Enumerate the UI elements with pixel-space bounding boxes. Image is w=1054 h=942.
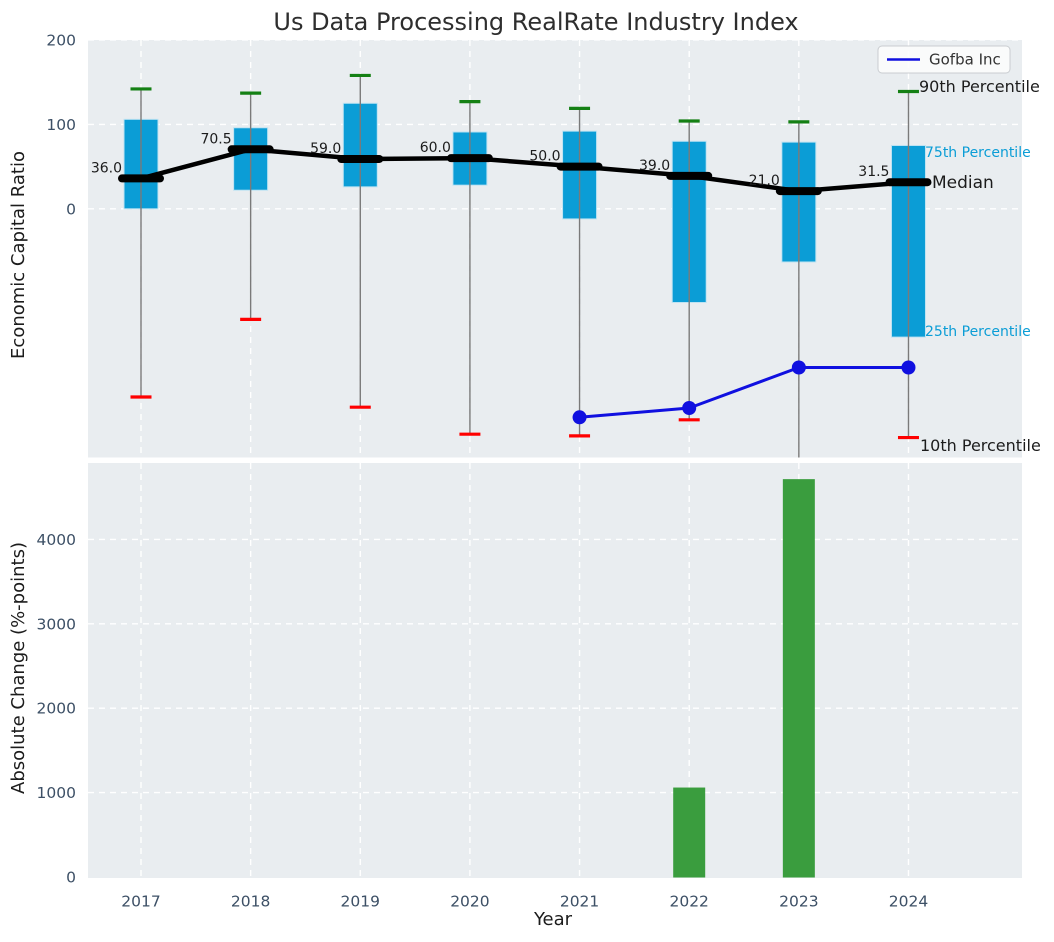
legend-label: Gofba Inc: [929, 51, 1001, 69]
bottom-plot-background: [88, 463, 1022, 878]
top-ytick-0: 0: [66, 200, 76, 218]
top-plot-background: [88, 40, 1022, 458]
bottom-ytick-2000: 2000: [37, 700, 76, 718]
median-value-label-2019: 59.0: [310, 141, 341, 157]
xtick-2023: 2023: [779, 893, 818, 911]
median-value-label-2024: 31.5: [858, 164, 889, 180]
legend-box: [877, 45, 1011, 74]
median-value-label-2023: 21.0: [749, 173, 780, 189]
gofba-point-2022: [682, 401, 697, 416]
xtick-2017: 2017: [121, 893, 160, 911]
top-ytick-200: 200: [46, 31, 76, 49]
median-marker-2020: [446, 154, 493, 163]
xtick-2020: 2020: [450, 893, 489, 911]
legend: Gofba Inc: [877, 45, 1011, 74]
xtick-2019: 2019: [341, 893, 380, 911]
annotation-75th-percentile: 75th Percentile: [925, 145, 1031, 161]
bottom-y-axis-label: Absolute Change (%-points): [8, 542, 29, 794]
plot-data-marks: [118, 73, 932, 878]
xtick-2021: 2021: [560, 893, 599, 911]
median-marker-2021: [556, 162, 603, 171]
bottom-ytick-4000: 4000: [37, 531, 76, 549]
annotation-90th-percentile: 90th Percentile: [919, 77, 1040, 96]
x-axis-label: Year: [533, 909, 573, 930]
bottom-ytick-0: 0: [66, 869, 76, 887]
median-value-label-2018: 70.5: [200, 131, 231, 147]
xtick-2024: 2024: [889, 893, 928, 911]
xtick-2018: 2018: [231, 893, 270, 911]
chart-title: Us Data Processing RealRate Industry Ind…: [273, 8, 798, 36]
gofba-point-2023: [791, 360, 806, 375]
annotation-10th-percentile: 10th Percentile: [920, 436, 1041, 455]
median-marker-2018: [227, 145, 274, 154]
median-marker-2019: [337, 154, 384, 163]
gofba-point-2024: [901, 360, 916, 375]
bottom-ytick-3000: 3000: [37, 615, 76, 633]
gofba-line: [579, 365, 909, 419]
bottom-ytick-1000: 1000: [37, 784, 76, 802]
median-marker-2024: [885, 178, 932, 187]
change-bar-2022: [673, 787, 706, 878]
annotation-25th-percentile: 25th Percentile: [925, 324, 1031, 340]
plot-backgrounds: [88, 39, 1022, 878]
top-ytick-100: 100: [46, 116, 76, 134]
top-y-axis-label: Economic Capital Ratio: [8, 151, 29, 359]
plot-labels: 36.070.559.0 60.050.039.021.031.501002000…: [37, 31, 1041, 910]
median-value-label-2017: 36.0: [91, 160, 122, 176]
gofba-point-2021: [572, 410, 587, 425]
median-marker-2023: [775, 187, 822, 196]
annotation-median: Median: [932, 173, 994, 193]
median-marker-2022: [666, 171, 713, 180]
median-value-label-2022: 39.0: [639, 158, 670, 174]
median-value-label-2021: 50.0: [529, 149, 560, 165]
change-bar-2023: [782, 479, 815, 878]
median-value-label-2020: 60.0: [420, 140, 451, 156]
xtick-2022: 2022: [669, 893, 708, 911]
median-marker-2017: [118, 174, 164, 183]
